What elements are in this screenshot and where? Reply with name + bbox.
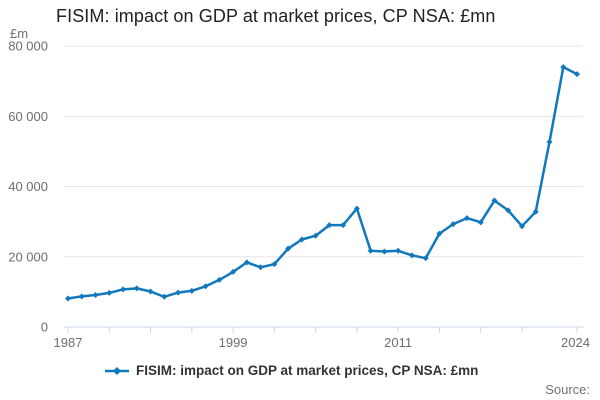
legend-label: FISIM: impact on GDP at market prices, C… — [136, 363, 479, 378]
x-tick-label: 2024 — [561, 335, 590, 350]
chart-title: FISIM: impact on GDP at market prices, C… — [56, 6, 496, 26]
y-tick-label: 60 000 — [8, 109, 48, 124]
data-point-marker[interactable] — [340, 222, 347, 229]
data-point-marker[interactable] — [78, 293, 85, 300]
data-point-marker[interactable] — [161, 293, 168, 300]
data-point-marker[interactable] — [422, 255, 429, 262]
data-point-marker[interactable] — [395, 247, 402, 254]
data-point-marker[interactable] — [450, 221, 457, 228]
data-point-marker[interactable] — [285, 245, 292, 252]
data-point-marker[interactable] — [147, 288, 154, 295]
data-point-marker[interactable] — [175, 289, 182, 296]
series-line[interactable] — [66, 65, 579, 300]
data-point-marker[interactable] — [65, 295, 71, 302]
legend-line-marker-icon — [105, 366, 129, 375]
data-point-marker[interactable] — [216, 276, 223, 283]
x-tick-label: 2011 — [384, 335, 412, 350]
data-point-marker[interactable] — [463, 215, 470, 222]
data-point-marker[interactable] — [230, 268, 237, 275]
data-point-marker[interactable] — [518, 223, 525, 230]
data-point-marker[interactable] — [477, 219, 484, 226]
data-point-marker[interactable] — [367, 247, 374, 254]
data-point-marker[interactable] — [120, 286, 127, 293]
data-point-marker[interactable] — [106, 289, 113, 296]
source-label: Source: — [545, 382, 590, 397]
data-point-marker[interactable] — [326, 222, 333, 229]
data-point-marker[interactable] — [353, 205, 360, 212]
legend-item[interactable]: FISIM: impact on GDP at market prices, C… — [104, 363, 478, 378]
y-tick-label: 20 000 — [8, 249, 48, 264]
data-point-marker[interactable] — [133, 285, 140, 292]
data-point-marker[interactable] — [491, 197, 498, 204]
y-tick-label: 80 000 — [8, 39, 48, 54]
data-point-marker[interactable] — [188, 287, 195, 294]
data-point-marker[interactable] — [408, 252, 415, 259]
data-point-marker[interactable] — [271, 261, 278, 268]
data-point-marker[interactable] — [312, 232, 319, 239]
data-point-marker[interactable] — [298, 236, 305, 243]
y-axis-unit-label: £m — [10, 26, 29, 41]
x-tick-label: 1999 — [219, 335, 248, 350]
data-point-marker[interactable] — [243, 259, 250, 266]
data-point-marker[interactable] — [560, 64, 567, 71]
y-tick-label: 0 — [41, 320, 48, 335]
data-point-marker[interactable] — [505, 207, 512, 214]
data-point-marker[interactable] — [257, 264, 264, 271]
data-point-marker[interactable] — [381, 248, 388, 255]
data-point-marker[interactable] — [574, 71, 581, 78]
plot-area: 0 20 000 40 000 60 000 80 000 1987 1999 2011 202… — [8, 39, 590, 351]
data-point-marker[interactable] — [202, 283, 209, 290]
data-point-marker[interactable] — [436, 230, 443, 237]
data-point-marker[interactable] — [546, 138, 553, 145]
data-point-marker[interactable] — [92, 292, 99, 299]
y-tick-label: 40 000 — [8, 179, 48, 194]
data-point-marker[interactable] — [532, 208, 539, 215]
x-tick-label: 1987 — [54, 335, 83, 350]
